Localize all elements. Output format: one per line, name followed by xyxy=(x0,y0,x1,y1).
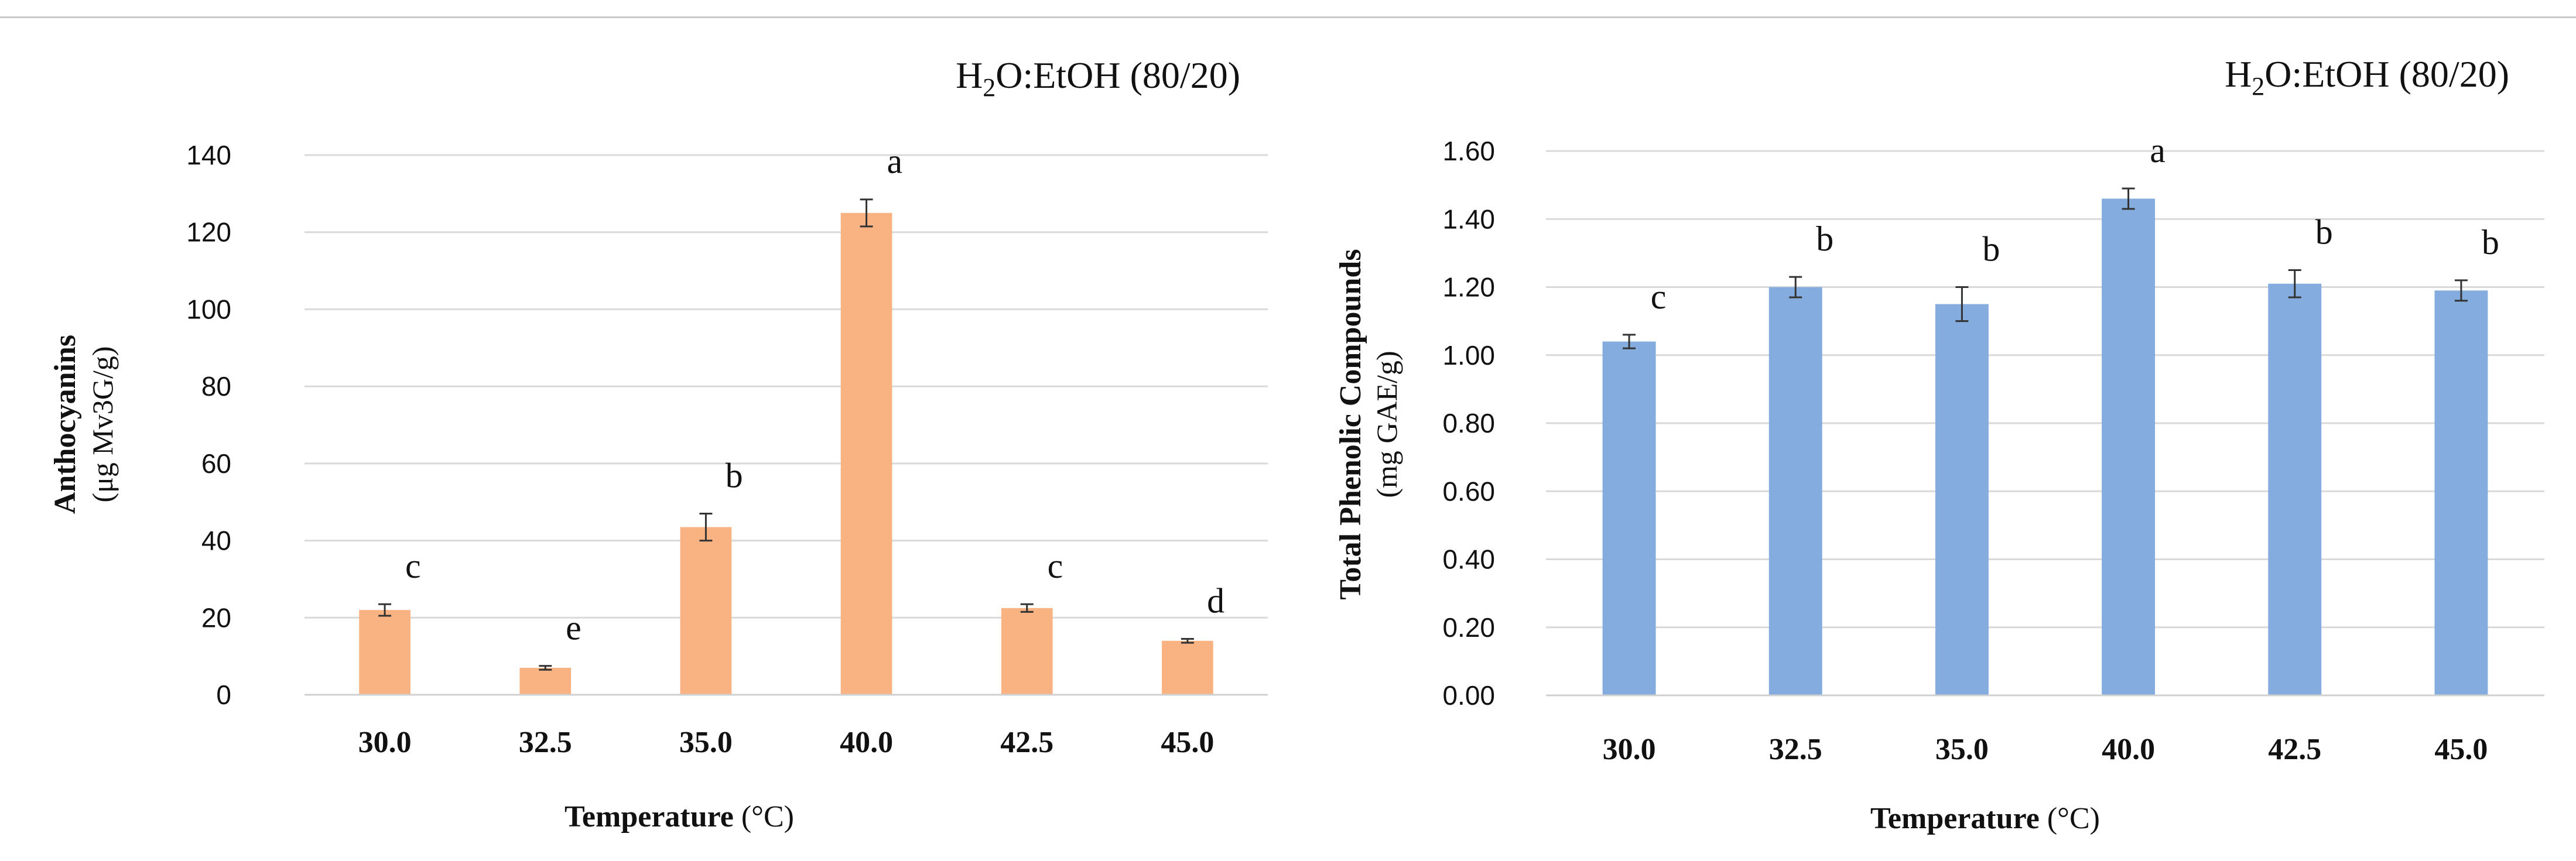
error-bar xyxy=(1789,276,1802,299)
significance-letter: b xyxy=(2482,223,2499,262)
bar xyxy=(1768,287,1822,695)
x-tick-label: 32.5 xyxy=(519,726,572,759)
error-bar xyxy=(2122,187,2135,210)
significance-letter: b xyxy=(1816,219,1833,258)
x-tick-label: 30.0 xyxy=(358,726,412,759)
significance-letters: c e b a c d xyxy=(405,142,1224,647)
gridlines xyxy=(305,154,1268,619)
bar xyxy=(1602,341,1656,695)
error-bar xyxy=(699,512,713,542)
y-axis-label: Total Phenolic Compounds (mg GAE/g) xyxy=(1334,249,1403,599)
x-tick-label: 35.0 xyxy=(1935,733,1989,766)
y-tick-label: 60 xyxy=(201,448,231,479)
x-tick-label: 45.0 xyxy=(2434,733,2488,766)
x-tick-label: 45.0 xyxy=(1161,726,1214,759)
bar xyxy=(359,610,410,695)
y-axis-title: Total Phenolic Compounds xyxy=(1334,249,1367,599)
bar xyxy=(1162,640,1213,695)
bar xyxy=(2102,198,2156,695)
chart-title: H2O:EtOH (80/20) xyxy=(2225,53,2509,101)
error-bar xyxy=(1020,603,1034,613)
bar xyxy=(1935,304,1989,695)
y-tick-label: 1.00 xyxy=(1442,340,1495,371)
error-bar xyxy=(2454,279,2468,302)
error-bar xyxy=(1181,638,1194,644)
y-tick-labels: 0 20 40 60 80 100 120 140 xyxy=(186,140,231,710)
y-axis-units: (μg Mv3G/g) xyxy=(86,346,119,502)
significance-letter: b xyxy=(2315,212,2333,251)
error-bar xyxy=(1623,334,1636,349)
y-axis-label: Anthocyanins (μg Mv3G/g) xyxy=(49,335,119,514)
bar xyxy=(680,527,732,695)
bar xyxy=(519,667,572,695)
y-tick-label: 0.40 xyxy=(1442,544,1495,575)
x-tick-label: 40.0 xyxy=(840,726,893,759)
y-tick-labels: 0.00 0.20 0.40 0.60 0.80 1.00 1.20 1.40 1.60 xyxy=(1442,136,1495,711)
y-tick-label: 140 xyxy=(186,140,231,170)
y-tick-label: 0 xyxy=(216,680,231,710)
y-axis-title: Anthocyanins xyxy=(49,335,82,514)
error-bar xyxy=(378,603,392,617)
bars xyxy=(359,212,1213,695)
y-tick-label: 1.20 xyxy=(1442,272,1495,303)
y-tick-label: 0.00 xyxy=(1442,680,1495,711)
x-tick-label: 42.5 xyxy=(2268,733,2321,766)
y-tick-label: 20 xyxy=(201,602,231,633)
significance-letter: c xyxy=(405,547,421,585)
x-tick-label: 35.0 xyxy=(679,726,733,759)
x-axis-label: Temperature (°C) xyxy=(1870,802,2100,835)
y-tick-label: 0.80 xyxy=(1442,408,1495,438)
y-tick-label: 1.40 xyxy=(1442,204,1495,234)
bar xyxy=(840,212,892,695)
y-tick-label: 120 xyxy=(186,217,231,248)
significance-letters: c b b a b b xyxy=(1651,131,2499,316)
bar xyxy=(2434,290,2488,695)
error-bar xyxy=(1955,286,1969,323)
significance-letter: e xyxy=(566,609,581,647)
significance-letter: a xyxy=(2150,131,2166,170)
x-tick-label: 30.0 xyxy=(1603,733,1656,766)
bar xyxy=(1001,608,1053,695)
x-axis-label: Temperature (°C) xyxy=(565,800,794,833)
y-tick-label: 0.20 xyxy=(1442,612,1495,643)
significance-letter: c xyxy=(1651,277,1667,316)
x-tick-labels: 30.0 32.5 35.0 40.0 42.5 45.0 xyxy=(358,726,1215,759)
error-bar xyxy=(2288,269,2301,299)
y-tick-label: 1.60 xyxy=(1442,136,1495,166)
significance-letter: b xyxy=(726,456,743,495)
y-tick-label: 40 xyxy=(201,526,231,556)
y-axis-units: (mg GAE/g) xyxy=(1370,351,1403,498)
x-tick-label: 40.0 xyxy=(2102,733,2155,766)
error-bar xyxy=(860,198,873,228)
significance-letter: a xyxy=(887,142,903,181)
significance-letter: c xyxy=(1048,547,1063,585)
y-tick-label: 80 xyxy=(201,371,231,402)
significance-letter: d xyxy=(1207,582,1224,620)
gridlines xyxy=(1546,150,2544,629)
chart-title: H2O:EtOH (80/20) xyxy=(956,54,1240,102)
x-tick-labels: 30.0 32.5 35.0 40.0 42.5 45.0 xyxy=(1603,733,2488,766)
bar xyxy=(2268,283,2322,695)
x-tick-label: 42.5 xyxy=(1000,726,1053,759)
x-tick-label: 32.5 xyxy=(1769,733,1822,766)
bars xyxy=(1602,198,2488,695)
error-bars xyxy=(378,198,1194,671)
y-tick-label: 0.60 xyxy=(1442,476,1495,506)
y-tick-label: 100 xyxy=(186,294,231,324)
error-bar xyxy=(539,665,552,671)
significance-letter: b xyxy=(1982,230,2000,269)
error-bars xyxy=(1623,187,2468,349)
top-divider-line xyxy=(0,16,2576,18)
